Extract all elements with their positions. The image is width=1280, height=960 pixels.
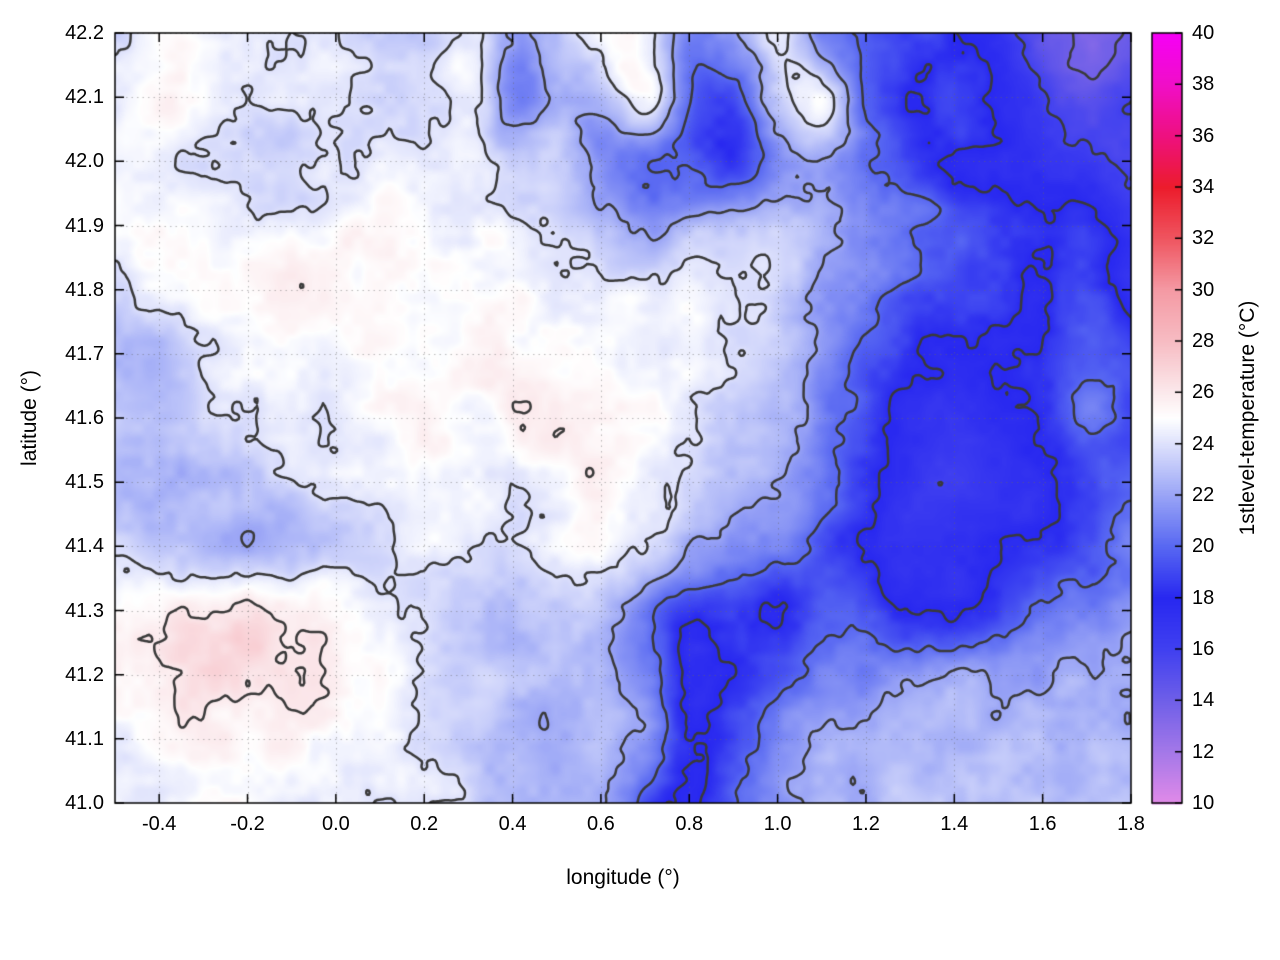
- y-tick-label: 41.6: [65, 407, 104, 429]
- colorbar-tick-label: 22: [1192, 484, 1215, 506]
- y-tick-label: 42.0: [65, 150, 104, 173]
- colorbar-tick-label: 36: [1192, 124, 1215, 147]
- y-tick-label: 42.1: [65, 86, 104, 109]
- colorbar-tick-label: 26: [1192, 381, 1215, 404]
- colorbar-tick-label: 32: [1192, 227, 1215, 250]
- y-tick-label: 41.5: [65, 471, 104, 494]
- x-tick-label: -0.4: [141, 813, 177, 835]
- colorbar-tick-label: 12: [1192, 740, 1215, 763]
- x-tick-label: 0.4: [498, 813, 527, 835]
- y-tick-label: 41.3: [65, 599, 104, 622]
- colorbar-tick-label: 30: [1192, 278, 1215, 301]
- colorbar-tick-label: 14: [1192, 689, 1215, 712]
- x-tick-label: 0.2: [410, 813, 439, 835]
- y-tick-label: 41.2: [65, 663, 104, 686]
- y-tick-label: 41.4: [65, 535, 104, 558]
- x-tick-label: 1.8: [1117, 813, 1145, 835]
- colorbar-tick-label: 16: [1192, 638, 1215, 660]
- x-tick-label: 1.6: [1028, 813, 1057, 835]
- x-tick-label: 0.6: [587, 813, 615, 835]
- colorbar-tick-label: 28: [1192, 330, 1215, 352]
- y-tick-label: 41.0: [65, 792, 104, 814]
- x-tick-label: 1.4: [940, 813, 969, 835]
- x-tick-label: -0.2: [230, 813, 265, 835]
- colorbar-tick-label: 38: [1192, 73, 1215, 96]
- y-tick-label: 41.7: [65, 342, 104, 365]
- colorbar-tick-label: 10: [1192, 792, 1215, 814]
- y-tick-label: 42.2: [65, 22, 104, 44]
- y-tick-label: 41.1: [65, 727, 104, 750]
- x-tick-label: 1.0: [763, 813, 792, 835]
- y-tick-label: 41.9: [65, 214, 104, 237]
- x-tick-label: 0.0: [321, 813, 350, 835]
- colorbar-tick-label: 18: [1192, 586, 1215, 609]
- colorbar-tick-label: 20: [1192, 535, 1215, 558]
- colorbar-label: 1stlevel-temperature (°C): [1236, 300, 1259, 536]
- y-tick-label: 41.8: [65, 278, 104, 301]
- x-tick-label: 0.8: [675, 813, 704, 835]
- colorbar-tick-label: 40: [1192, 22, 1215, 44]
- x-tick-label: 1.2: [852, 813, 880, 835]
- colorbar-tick-label: 34: [1192, 176, 1215, 198]
- x-axis-label: longitude (°): [566, 866, 680, 889]
- colorbar-tick-label: 24: [1192, 432, 1215, 455]
